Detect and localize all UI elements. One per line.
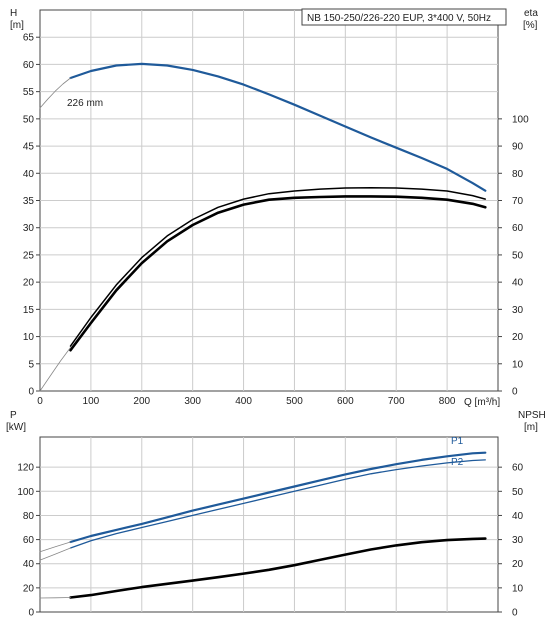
bottom-left-tick-80: 80 — [23, 511, 35, 522]
top-right-tick-20: 20 — [512, 332, 524, 343]
bottom-left-tick-0: 0 — [28, 608, 34, 619]
top-right-tick-90: 90 — [512, 142, 524, 153]
top-left-tick-10: 10 — [23, 332, 35, 343]
top-right-tick-0: 0 — [512, 387, 518, 398]
bottom-left-tick-20: 20 — [23, 583, 35, 594]
bottom-right-tick-30: 30 — [512, 535, 524, 546]
top-left-tick-15: 15 — [23, 305, 35, 316]
top-x-tick-500: 500 — [286, 396, 303, 407]
top-right-tick-100: 100 — [512, 114, 529, 125]
bottom-series — [39, 451, 487, 599]
top-x-tick-labels: 0 100 200 300 400 500 600 700 800 — [37, 396, 456, 407]
bottom-series-P1-extension — [39, 541, 71, 553]
top-left-tick-40: 40 — [23, 169, 35, 180]
chart-title: NB 150-250/226-220 EUP, 3*400 V, 50Hz — [307, 13, 491, 24]
bottom-left-axis-label-2: [kW] — [6, 422, 26, 433]
top-series-eta-upper — [69, 186, 487, 347]
top-right-tick-80: 80 — [512, 169, 524, 180]
top-left-tick-0: 0 — [28, 387, 34, 398]
top-left-tick-60: 60 — [23, 60, 35, 71]
bottom-right-tick-labels: 0 10 20 30 40 50 60 — [498, 463, 524, 619]
bottom-right-tick-0: 0 — [512, 608, 518, 619]
bottom-right-tick-60: 60 — [512, 463, 524, 474]
top-left-tick-55: 55 — [23, 87, 35, 98]
bottom-left-axis-label-1: P — [10, 410, 17, 421]
chart-title-box — [301, 8, 507, 26]
bottom-panel: 0 20 40 60 80 100 120 0 10 20 30 40 50 60 P [kW] NPS… — [6, 410, 546, 619]
top-x-axis-label: Q [m³/h] — [464, 397, 500, 408]
top-left-axis-label-2: [m] — [10, 20, 24, 31]
bottom-left-tick-labels: 0 20 40 60 80 100 120 — [17, 463, 40, 619]
top-series-eta-lower — [69, 195, 487, 352]
top-left-tick-45: 45 — [23, 142, 35, 153]
top-right-tick-70: 70 — [512, 196, 524, 207]
bottom-series-P1 — [69, 451, 487, 544]
top-x-tick-200: 200 — [133, 396, 150, 407]
top-right-tick-40: 40 — [512, 278, 524, 289]
bottom-series-NPSH-extension — [39, 597, 71, 599]
top-right-tick-60: 60 — [512, 223, 524, 234]
top-right-tick-10: 10 — [512, 359, 524, 370]
top-series-head-226 — [69, 62, 487, 192]
top-x-tick-0: 0 — [37, 396, 43, 407]
legend-label-p1: P1 — [451, 436, 464, 447]
top-x-tick-600: 600 — [337, 396, 354, 407]
bottom-left-tick-40: 40 — [23, 559, 35, 570]
impeller-diameter-annotation: 226 mm — [67, 98, 103, 109]
bottom-series-P2 — [69, 459, 486, 549]
bottom-left-tick-60: 60 — [23, 535, 35, 546]
bottom-right-tick-10: 10 — [512, 583, 524, 594]
top-left-tick-35: 35 — [23, 196, 35, 207]
top-left-tick-30: 30 — [23, 223, 35, 234]
bottom-left-tick-120: 120 — [17, 463, 34, 474]
bottom-right-tick-20: 20 — [512, 559, 524, 570]
top-x-tick-400: 400 — [235, 396, 252, 407]
top-x-tick-700: 700 — [388, 396, 405, 407]
bottom-series-P2-extension — [39, 547, 71, 561]
top-right-tick-labels: 0 10 20 30 40 50 60 70 80 90 100 — [498, 114, 529, 398]
bottom-right-tick-50: 50 — [512, 487, 524, 498]
bottom-right-axis-label-2: [m] — [524, 422, 538, 433]
bottom-left-tick-100: 100 — [17, 487, 34, 498]
top-series-eta-extension — [39, 347, 71, 392]
top-series — [39, 62, 487, 392]
bottom-series-NPSH — [69, 537, 487, 599]
top-series-head-226-extension — [39, 77, 71, 109]
legend-label-p2: P2 — [451, 457, 464, 468]
top-right-tick-50: 50 — [512, 250, 524, 261]
top-right-axis-label-2: [%] — [523, 20, 538, 31]
top-left-tick-25: 25 — [23, 250, 35, 261]
top-left-tick-65: 65 — [23, 33, 35, 44]
top-left-tick-labels: 0 5 10 15 20 25 30 35 40 45 50 55 60 65 — [23, 33, 40, 398]
top-right-axis-label-1: eta — [524, 8, 538, 19]
top-panel: 0 5 10 15 20 25 30 35 40 45 50 55 60 65 0 10 20 30 40 50 60… — [10, 8, 538, 408]
bottom-right-tick-40: 40 — [512, 511, 524, 522]
bottom-right-axis-label-1: NPSH — [518, 410, 546, 421]
top-x-tick-100: 100 — [83, 396, 100, 407]
top-right-tick-30: 30 — [512, 305, 524, 316]
top-x-tick-300: 300 — [184, 396, 201, 407]
top-x-tick-800: 800 — [439, 396, 456, 407]
top-left-tick-20: 20 — [23, 278, 35, 289]
bottom-plot-frame — [39, 436, 499, 613]
top-left-tick-5: 5 — [28, 359, 34, 370]
top-left-axis-label-1: H — [10, 8, 17, 19]
bottom-grid — [40, 437, 498, 612]
top-left-tick-50: 50 — [23, 114, 35, 125]
